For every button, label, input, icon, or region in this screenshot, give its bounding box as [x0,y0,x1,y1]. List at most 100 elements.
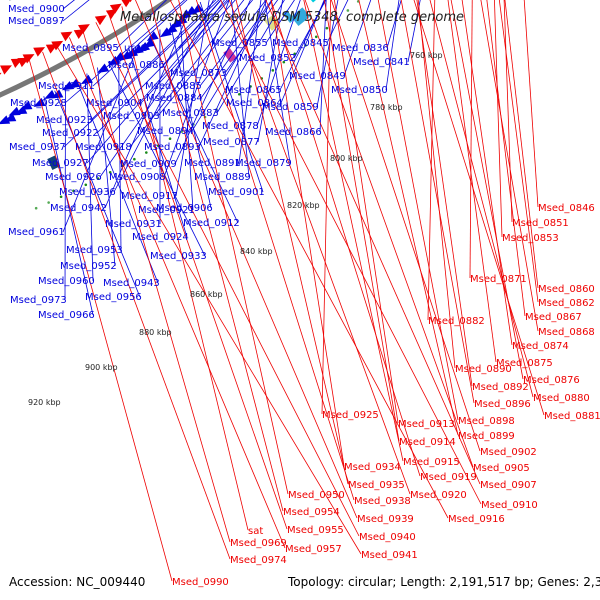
reverse-gene-label: Msed_0905 [473,463,530,474]
forward-gene-label: Msed_0885 [145,81,202,92]
forward-leader-line [96,0,228,134]
forward-gene-label: Msed_0852 [239,53,296,64]
gc-dot [34,206,38,210]
position-tick: 780 kbp [370,103,403,112]
forward-gene-label: Msed_0966 [38,310,95,321]
forward-gene-label: Msed_0936 [59,187,116,198]
forward-leader-line [62,42,140,233]
forward-leader-line [316,0,339,108]
forward-leader-line [200,0,273,99]
reverse-gene-arrow [78,24,90,34]
forward-gene-label: Msed_0956 [85,292,142,303]
reverse-gene-label: Msed_0880 [533,393,590,404]
forward-gene-label: Msed_0926 [45,172,102,183]
gc-dot [293,52,297,56]
forward-gene-label: Msed_0894 [137,126,194,137]
forward-leader-line [90,0,217,121]
forward-gene-label: Msed_0911 [38,81,95,92]
forward-gene-arrow [44,89,57,99]
gc-dot [237,92,241,96]
gc-dot [108,170,112,174]
reverse-leader-line [270,0,421,477]
forward-gene-label: Msed_0886 [108,60,165,71]
forward-gene-label: Msed_0961 [8,227,65,238]
reverse-gene-label: Msed_0875 [496,358,553,369]
forward-leader-line [169,22,212,209]
position-tick: 800 kbp [330,154,363,163]
forward-gene-label: Msed_0903 [103,111,160,122]
forward-leader-line [179,15,194,211]
reverse-leader-line [42,51,231,560]
reverse-leader-line [69,37,286,549]
forward-gene-label: Msed_0937 [9,142,66,153]
reverse-gene-label: Msed_0954 [283,507,340,518]
forward-gene-label: Msed_0879 [235,158,292,169]
forward-gene-label: Msed_0923 [36,115,93,126]
forward-leader-line [280,0,325,104]
reverse-gene-label: Msed_0957 [285,544,342,555]
reverse-gene-label: Msed_0940 [359,532,416,543]
reverse-leader-line [504,0,539,289]
reverse-gene-label: Msed_0934 [344,462,401,473]
forward-leader-line [129,0,245,148]
forward-gene-label: Msed_0895 [62,43,119,54]
reverse-gene-label: Msed_0969 [230,538,287,549]
position-tick: 860 kbp [190,290,223,299]
reverse-leader-line [523,0,539,208]
forward-gene-label: Msed_0924 [132,232,189,243]
reverse-gene-label: Msed_0868 [538,327,595,338]
reverse-gene-label: Msed_0862 [538,298,595,309]
rna-feature-block [290,7,311,26]
forward-gene-arrow [61,81,74,91]
reverse-gene-arrow [33,47,46,57]
forward-gene-label: Msed_0906 [156,203,213,214]
forward-leader-line [157,0,254,117]
reverse-gene-label: Msed_0955 [287,525,344,536]
forward-gene-label: Msed_0952 [60,261,117,272]
reverse-leader-line [494,0,503,238]
reverse-leader-line [220,0,482,505]
reverse-gene-label: Msed_0919 [420,472,477,483]
reverse-leader-line [303,0,404,462]
reverse-leader-line [416,0,473,387]
forward-gene-label: Msed_0909 [120,159,177,170]
forward-gene-label: Msed_0866 [265,127,322,138]
reverse-gene-label: Msed_0935 [348,480,405,491]
reverse-gene-label: Msed_0867 [525,312,582,323]
reverse-gene-label: Msed_0950 [288,490,345,501]
reverse-leader-line [413,0,545,416]
reverse-leader-line [486,0,526,317]
reverse-leader-line [228,0,411,495]
forward-gene-arrow [146,31,159,42]
reverse-gene-label: Msed_0913 [398,419,455,430]
feature-tracks [0,0,317,171]
forward-leader-line [86,0,230,164]
position-tick: 840 kbp [240,247,273,256]
forward-gene-label: Msed_0891 [184,158,241,169]
reverse-leader-line [121,6,249,531]
reverse-leader-line [28,58,173,582]
forward-leader-line [99,0,225,178]
forward-leader-line [64,0,186,104]
forward-gene-label: Msed_0918 [75,142,132,153]
forward-leader-line [175,0,210,197]
forward-leader-line [279,0,326,91]
forward-gene-label: Msed_0897 [8,16,65,27]
reverse-gene-arrow [109,3,122,14]
gc-dot [271,69,275,72]
gc-dot [325,26,329,30]
reverse-gene-label: Msed_0890 [455,364,512,375]
reverse-gene-arrow [60,31,73,42]
forward-gene-arrow [33,97,46,107]
reverse-leader-line [503,0,513,223]
reverse-gene-label: Msed_0916 [448,514,505,525]
reverse-gene-label: Msed_0896 [474,399,531,410]
reverse-gene-label: Msed_0851 [512,218,569,229]
forward-gene-label: Msed_0912 [183,218,240,229]
forward-gene-arrow [97,63,110,73]
reverse-leader-line [321,0,332,415]
gc-dot [145,151,148,154]
forward-gene-label: Msed_0960 [38,276,95,287]
